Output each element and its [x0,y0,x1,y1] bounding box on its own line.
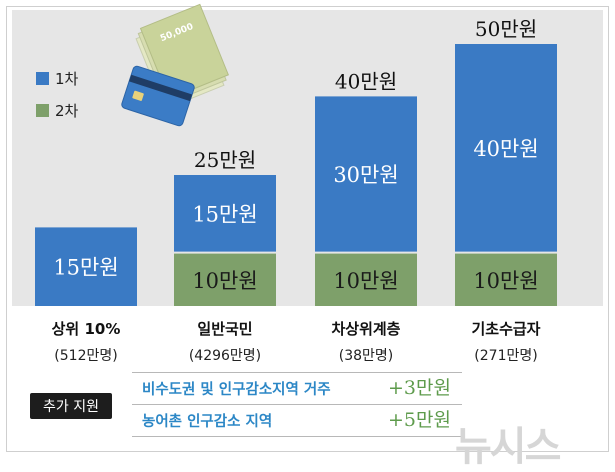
note-divider [132,372,462,373]
category-label-basic-recipients: 기초수급자 (271만명) [441,318,571,365]
total-labels: 25만원 40만원 50만원 [194,17,537,172]
category-population: (512만명) [54,348,118,364]
bars [35,44,557,306]
bar-segment-1st [455,44,557,252]
note-row-value: +5만원 [388,409,451,431]
legend-item-1st: 1차 [36,68,78,89]
note-row-value: +3만원 [388,377,451,399]
bar-segment-1st [35,227,137,306]
bar-total-label: 25만원 [194,148,256,172]
bar-labels: 15만원 10만원 15만원 10만원 30만원 10만원 40만원 [53,137,538,293]
note-row-text: 비수도권 및 인구감소지역 거주 [142,382,331,398]
category-label-near-poverty: 차상위계층 (38만명) [301,318,431,365]
legend-item-2nd: 2차 [36,100,78,121]
category-name: 차상위계층 [331,320,401,338]
bar-value-label: 15만원 [53,256,118,280]
category-population: (4296만명) [188,348,262,364]
legend-label: 1차 [55,70,79,88]
category-label-top10: 상위 10% (512만명) [21,318,151,365]
bar-segment-1st [315,96,417,252]
bar-segment-1st [174,175,276,252]
money-card-illustration: 50,000 [121,3,229,127]
category-name: 상위 10% [51,320,121,338]
bar-total-label: 50만원 [475,17,537,41]
bar-value-label: 30만원 [333,163,398,187]
bar-value-label: 10만원 [473,269,538,293]
legend-swatch [36,72,49,85]
category-name: 기초수급자 [471,320,541,338]
category-population: (38만명) [338,348,394,364]
note-divider [132,404,462,405]
note-row-text: 농어촌 인구감소 지역 [142,414,273,430]
bar-total-label: 40만원 [335,69,397,93]
stacked-bar-chart: 50,000 15만원 10만원 15만원 10만원 30만원 10만원 40만원 25만원… [35,3,557,306]
note-divider [132,436,462,437]
legend-label: 2차 [55,102,79,120]
category-label-general: 일반국민 (4296만명) [160,318,290,365]
bar-segment-2nd [315,253,417,306]
bar-segment-2nd [455,253,557,306]
bar-value-label: 15만원 [192,202,257,226]
bar-segment-2nd [174,253,276,306]
additional-support-badge: 추가 지원 [30,393,112,419]
bar-value-label: 40만원 [473,137,538,161]
legend-swatch [36,104,49,117]
category-name: 일반국민 [197,320,253,338]
bar-value-label: 10만원 [192,269,257,293]
watermark: 뉴시스 [455,424,561,470]
category-population: (271만명) [474,348,538,364]
bar-value-label: 10만원 [333,269,398,293]
